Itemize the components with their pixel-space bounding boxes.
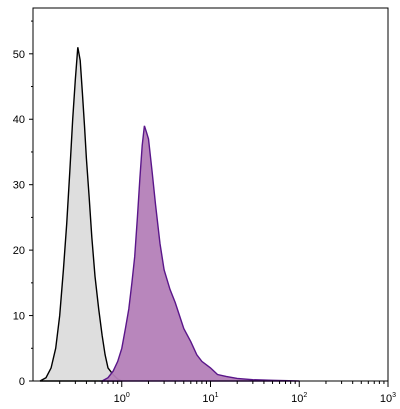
y-tick-label: 10	[13, 311, 25, 323]
x-tick-label: 102	[291, 392, 307, 405]
x-axis: 100 101 102 103	[59, 381, 396, 405]
x-tick-label: 103	[380, 392, 396, 405]
y-tick-label: 0	[19, 376, 25, 388]
x-tick-label: 101	[202, 392, 218, 405]
histogram-series-1	[39, 47, 123, 382]
y-axis: 0 10 20 30 40 50	[13, 20, 33, 388]
y-tick-label: 40	[13, 114, 25, 126]
histogram-series-2	[99, 125, 300, 382]
y-tick-label: 50	[13, 49, 25, 61]
y-tick-label: 20	[13, 245, 25, 257]
y-tick-label: 30	[13, 180, 25, 192]
x-tick-label: 100	[114, 392, 130, 405]
plot-area	[39, 47, 300, 382]
